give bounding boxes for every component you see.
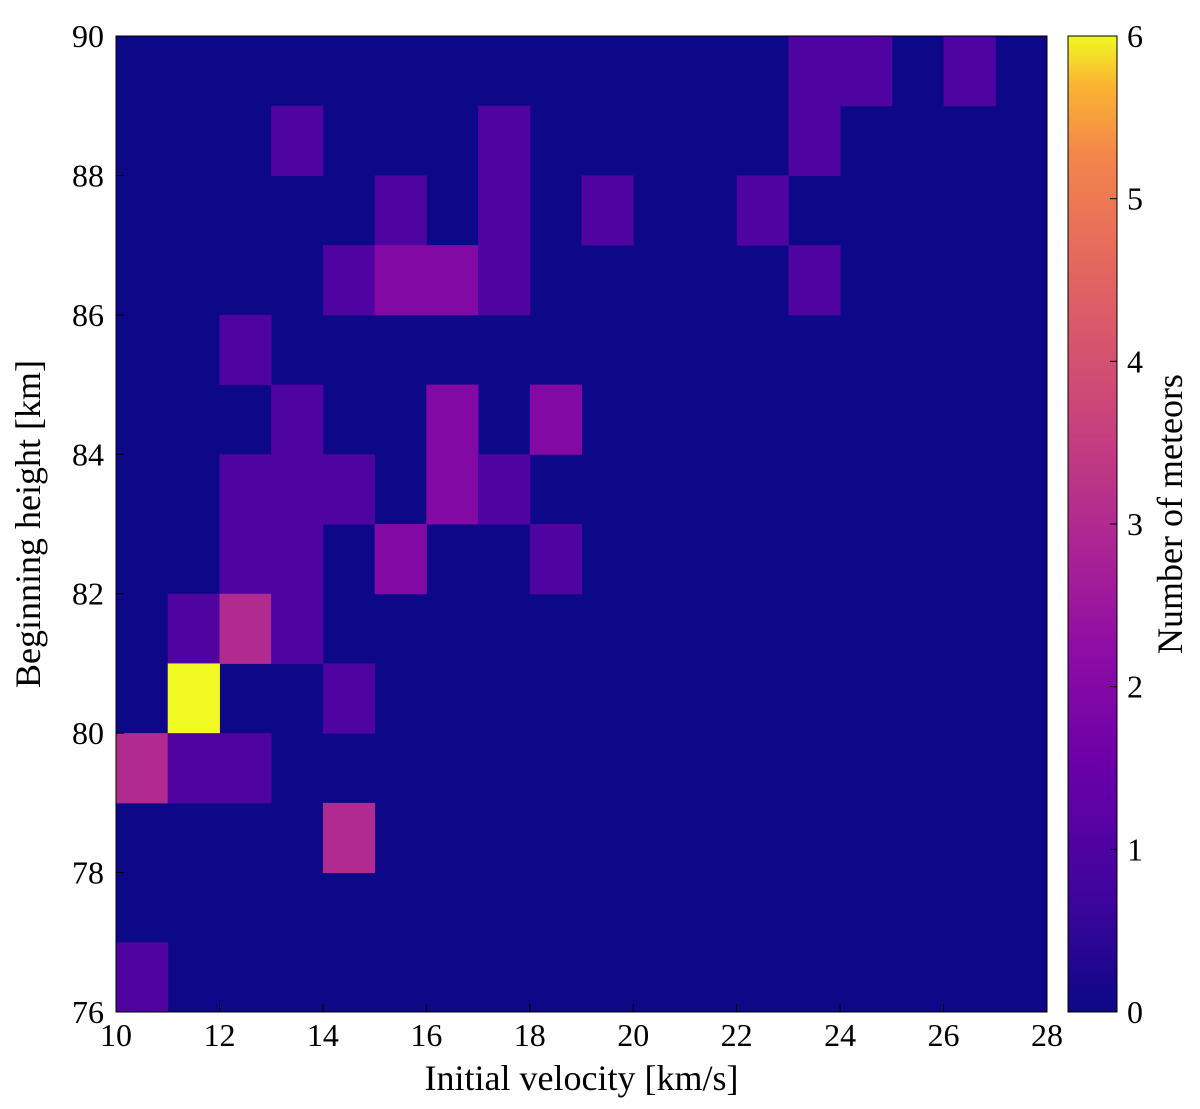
heatmap-cell	[271, 593, 324, 664]
heatmap-cell	[219, 454, 272, 525]
heatmap-cell	[374, 245, 427, 316]
heatmap-cell	[271, 454, 324, 525]
colorbar-tick-label: 0	[1127, 994, 1143, 1030]
heatmap-cell	[581, 175, 634, 246]
heatmap-cell	[478, 245, 531, 316]
y-axis: 76 78 80 82 84 86 88 90	[72, 18, 124, 1030]
heatmap-cell	[426, 245, 479, 316]
plot-area	[116, 36, 1047, 1013]
colorbar-tick-label: 6	[1127, 18, 1143, 54]
x-tick-label: 20	[617, 1017, 649, 1053]
colorbar-axis: 0 1 2 3 4 5 6	[1110, 18, 1143, 1030]
x-tick-label: 14	[307, 1017, 339, 1053]
y-tick-label: 90	[72, 18, 104, 54]
colorbar	[1067, 35, 1118, 1013]
heatmap-cell	[426, 384, 479, 455]
heatmap-cell	[736, 175, 789, 246]
heatmap-cell	[322, 802, 376, 874]
heatmap-cell	[478, 105, 531, 176]
plot-frame	[115, 35, 1048, 1013]
x-axis-label: Initial velocity [km/s]	[425, 1058, 739, 1098]
x-tick-label: 16	[410, 1017, 442, 1053]
heatmap-cell	[374, 175, 427, 246]
heatmap-cell	[529, 384, 582, 455]
colorbar-tick-label: 3	[1127, 506, 1143, 542]
heatmap-cell	[167, 663, 220, 734]
heatmap-cell	[167, 733, 220, 804]
heatmap-cell	[426, 454, 479, 525]
x-tick-label: 12	[203, 1017, 235, 1053]
colorbar-tick-label: 1	[1127, 831, 1143, 867]
heatmap-cell	[322, 663, 376, 734]
heatmap-cell	[219, 524, 272, 595]
colorbar-tick-label: 5	[1127, 181, 1143, 217]
heatmap-cell	[788, 36, 841, 107]
heatmap-cell	[529, 524, 582, 595]
heatmap-cell	[116, 733, 169, 804]
heatmap-cell	[840, 36, 893, 107]
colorbar-gradient	[1067, 35, 1118, 1013]
heatmap-cell	[478, 175, 531, 246]
x-tick-label: 18	[514, 1017, 546, 1053]
colorbar-tick-label: 2	[1127, 669, 1143, 705]
colorbar-label: Number of meteors	[1150, 374, 1190, 654]
x-tick-label: 10	[100, 1017, 132, 1053]
heatmap-cell	[322, 245, 376, 316]
y-tick-label: 76	[72, 994, 104, 1030]
heatmap-cell	[943, 36, 996, 107]
x-tick-label: 26	[928, 1017, 960, 1053]
y-tick-label: 78	[72, 855, 104, 891]
heatmap-cell	[788, 105, 841, 176]
y-tick-label: 86	[72, 297, 104, 333]
heatmap-cell	[167, 593, 220, 664]
x-tick-label: 24	[824, 1017, 856, 1053]
y-axis-label: Beginning height [km]	[8, 360, 48, 688]
colorbar-tick-label: 4	[1127, 343, 1143, 379]
x-tick-label: 28	[1031, 1017, 1063, 1053]
heatmap-cell	[478, 454, 531, 525]
y-tick-label: 80	[72, 715, 104, 751]
heatmap-cell	[374, 524, 427, 595]
heatmap-cell	[788, 245, 841, 316]
y-tick-label: 84	[72, 436, 104, 472]
heatmap-cell	[322, 454, 376, 525]
heatmap-cell	[219, 314, 272, 386]
heatmap-cell	[116, 942, 169, 1013]
heatmap-cell	[271, 105, 324, 176]
heatmap-cell	[219, 593, 272, 664]
x-axis: 10 12 14 16 18 20 22 24 26 28	[100, 1004, 1063, 1053]
heatmap-cell	[271, 524, 324, 595]
y-tick-label: 82	[72, 576, 104, 612]
y-tick-label: 88	[72, 157, 104, 193]
x-tick-label: 22	[721, 1017, 753, 1053]
heatmap-cell	[219, 733, 272, 804]
heatmap-cell	[271, 384, 324, 455]
